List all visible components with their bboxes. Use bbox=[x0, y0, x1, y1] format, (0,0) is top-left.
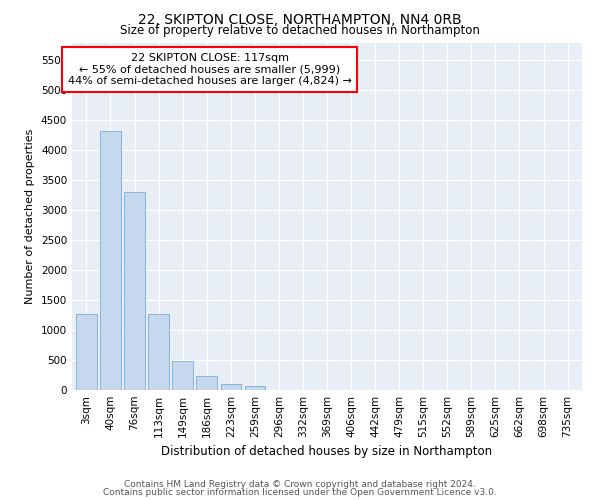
Bar bbox=[172, 360, 193, 390]
Text: Contains HM Land Registry data © Crown copyright and database right 2024.: Contains HM Land Registry data © Crown c… bbox=[124, 480, 476, 489]
Bar bbox=[221, 384, 241, 390]
Bar bbox=[100, 131, 121, 390]
X-axis label: Distribution of detached houses by size in Northampton: Distribution of detached houses by size … bbox=[161, 446, 493, 458]
Text: Contains public sector information licensed under the Open Government Licence v3: Contains public sector information licen… bbox=[103, 488, 497, 497]
Text: Size of property relative to detached houses in Northampton: Size of property relative to detached ho… bbox=[120, 24, 480, 37]
Bar bbox=[148, 314, 169, 390]
Bar bbox=[124, 192, 145, 390]
Bar bbox=[76, 314, 97, 390]
Text: 22 SKIPTON CLOSE: 117sqm
← 55% of detached houses are smaller (5,999)
44% of sem: 22 SKIPTON CLOSE: 117sqm ← 55% of detach… bbox=[68, 53, 352, 86]
Y-axis label: Number of detached properties: Number of detached properties bbox=[25, 128, 35, 304]
Bar bbox=[196, 376, 217, 390]
Text: 22, SKIPTON CLOSE, NORTHAMPTON, NN4 0RB: 22, SKIPTON CLOSE, NORTHAMPTON, NN4 0RB bbox=[138, 12, 462, 26]
Bar bbox=[245, 386, 265, 390]
